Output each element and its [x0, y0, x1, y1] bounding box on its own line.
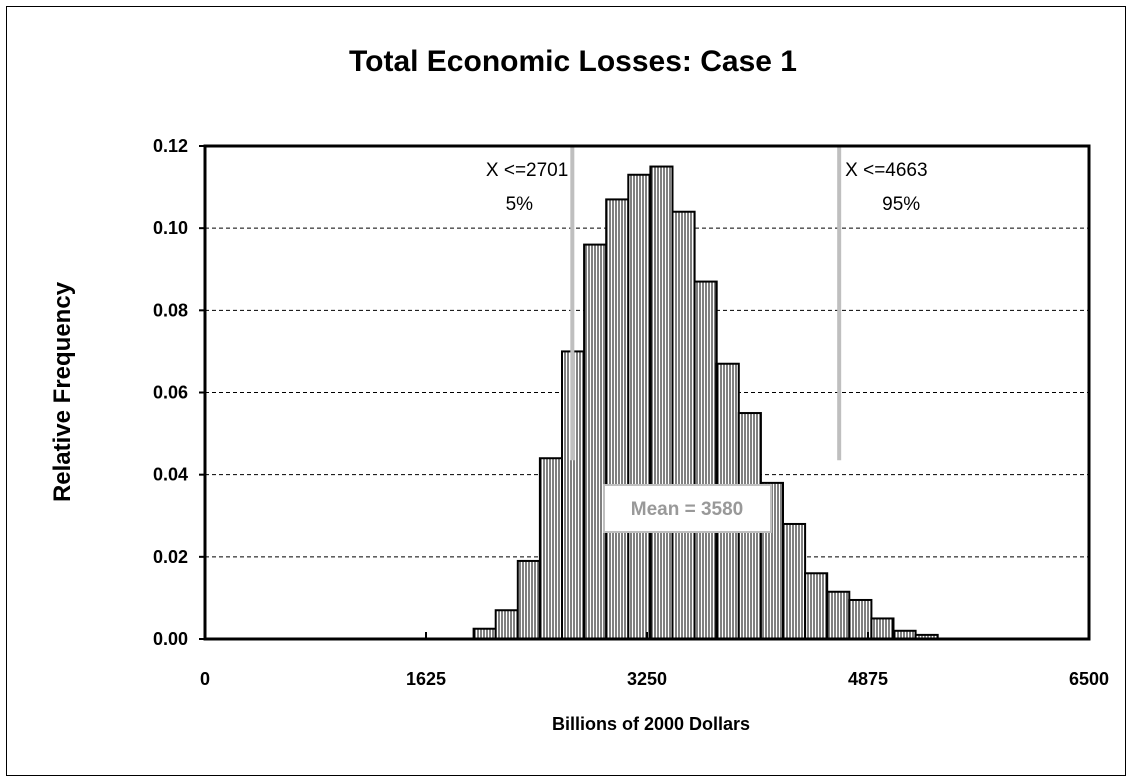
- histogram-bar: [693, 280, 718, 640]
- y-tick-label: 0.10: [153, 218, 188, 238]
- histogram-bar: [671, 210, 696, 640]
- percentile-markers: X <=2701 5% X <=4663 95%: [486, 146, 928, 461]
- histogram-bar: [804, 572, 829, 640]
- chart-title: Total Economic Losses: Case 1: [349, 45, 797, 78]
- histogram-bar: [583, 243, 608, 640]
- x-axis-label: Billions of 2000 Dollars: [552, 714, 750, 734]
- y-tick-label: 0.00: [153, 629, 188, 649]
- y-axis-label: Relative Frequency: [49, 281, 76, 502]
- percentile-marker-percent: 95%: [882, 194, 920, 215]
- x-tick-label: 4875: [848, 669, 888, 689]
- x-tick-label: 6500: [1069, 669, 1109, 689]
- x-tick-label: 0: [200, 669, 210, 689]
- percentile-marker-percent: 5%: [506, 194, 534, 215]
- histogram-bar: [870, 617, 895, 640]
- histogram-bars: [472, 165, 939, 641]
- histogram-bar: [494, 609, 519, 640]
- histogram-bar: [649, 165, 674, 641]
- histogram-bar: [605, 198, 630, 641]
- y-tick-label: 0.04: [153, 465, 188, 485]
- percentile-marker-label: X <=4663: [845, 160, 927, 181]
- y-tick-label: 0.08: [153, 300, 188, 320]
- histogram-bar: [627, 173, 652, 640]
- y-tick-label: 0.12: [153, 136, 188, 156]
- mean-annotation: Mean = 3580: [603, 484, 772, 533]
- histogram-bar: [538, 457, 564, 640]
- y-tick-label: 0.06: [153, 383, 188, 403]
- histogram-bar: [516, 559, 541, 640]
- histogram-bar: [826, 590, 851, 640]
- mean-label: Mean = 3580: [631, 499, 744, 520]
- y-axis-ticks: 0.00 0.02 0.04 0.06 0.08 0.10 0.12: [153, 136, 205, 649]
- x-axis-ticks: 0 1625 3250 4875 6500: [200, 632, 1109, 689]
- x-tick-label: 3250: [627, 669, 667, 689]
- mean-label-box: [603, 484, 772, 533]
- y-tick-label: 0.02: [153, 547, 188, 567]
- x-tick-label: 1625: [406, 669, 446, 689]
- percentile-marker-label: X <=2701: [486, 160, 568, 181]
- histogram-bar: [472, 627, 497, 641]
- histogram-bar: [782, 522, 807, 641]
